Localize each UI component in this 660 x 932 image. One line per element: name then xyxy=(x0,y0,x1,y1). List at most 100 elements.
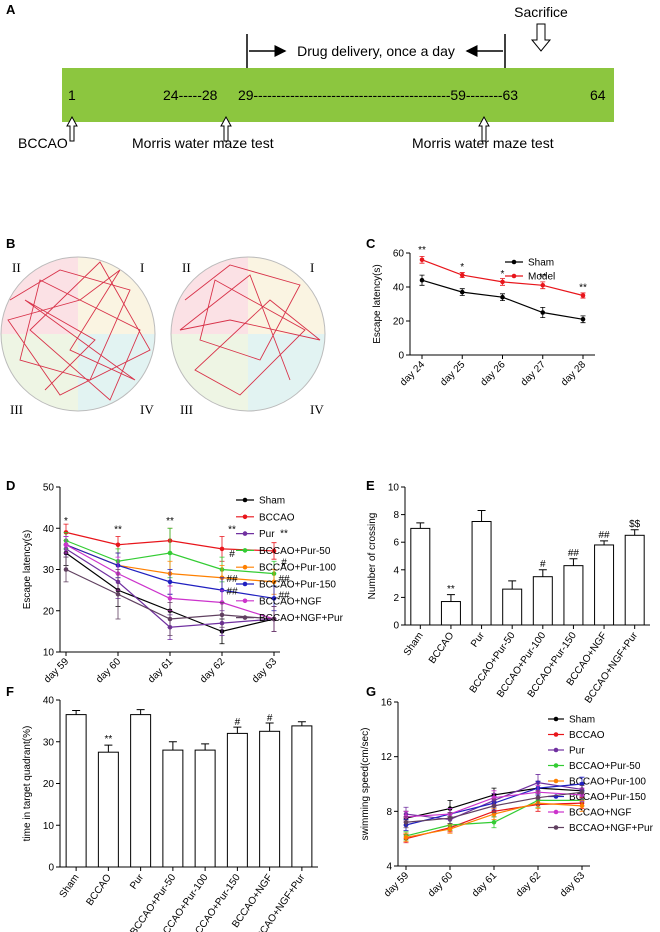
panel-label: D xyxy=(6,478,15,493)
bar xyxy=(502,588,523,626)
error-bar xyxy=(297,721,306,726)
annotation: ## xyxy=(278,574,290,585)
y-tick-label: 50 xyxy=(43,483,55,494)
marker xyxy=(419,277,425,283)
x-tick-label: day 62 xyxy=(514,870,543,899)
y-tick-label: 20 xyxy=(43,606,55,617)
legend-label: BCCAO+Pur-50 xyxy=(569,761,641,772)
y-tick-label: 0 xyxy=(398,351,404,362)
annotation: ** xyxy=(114,524,122,535)
annotation: # xyxy=(281,557,287,568)
x-tick-label: BCCAO+NGF+Pur xyxy=(583,630,641,706)
annotation: * xyxy=(64,516,68,527)
day-label: 64 xyxy=(590,87,606,103)
y-tick-label: 8 xyxy=(386,807,392,818)
marker xyxy=(115,542,121,548)
marker xyxy=(403,835,409,840)
annotation: ## xyxy=(278,590,290,601)
error-bar xyxy=(136,709,145,715)
legend-label: BCCAO xyxy=(259,512,295,523)
annotation: ** xyxy=(418,245,426,256)
x-tick-label: day 24 xyxy=(398,359,427,388)
marker xyxy=(63,542,69,548)
y-tick-label: 30 xyxy=(43,737,55,748)
marker xyxy=(63,567,69,572)
panel-label: F xyxy=(6,684,14,699)
x-tick-label: BCCAO xyxy=(84,872,114,908)
annotation: * xyxy=(460,262,464,273)
quadrant: IV xyxy=(140,402,154,417)
quadrant: III xyxy=(10,402,23,417)
marker xyxy=(167,616,173,622)
legend-label: BCCAO+Pur-50 xyxy=(259,546,331,557)
marker xyxy=(540,283,546,288)
legend-marker xyxy=(511,273,517,279)
x-tick-label: Sham xyxy=(58,872,82,900)
marker xyxy=(579,789,585,795)
y-tick-label: 20 xyxy=(43,779,55,790)
x-tick-label: day 60 xyxy=(94,656,123,685)
annotation: ## xyxy=(599,530,611,541)
bar xyxy=(291,725,313,868)
bar xyxy=(162,749,184,868)
bar xyxy=(194,749,216,868)
bar xyxy=(130,714,152,868)
error-bar xyxy=(201,743,210,751)
marker xyxy=(219,546,225,552)
legend-label: Model xyxy=(528,272,555,283)
x-tick-label: day 61 xyxy=(146,656,175,685)
bar xyxy=(563,565,584,626)
error-bar xyxy=(265,722,274,732)
panel-label: E xyxy=(366,478,375,493)
panel-label: C xyxy=(366,236,376,251)
annotation: ** xyxy=(228,524,236,535)
annotation: ** xyxy=(539,272,547,283)
y-tick-label: 2 xyxy=(393,593,399,604)
legend-marker xyxy=(242,514,248,520)
drug-delivery: Drug delivery, once a day xyxy=(297,43,455,59)
marker xyxy=(403,819,409,825)
legend-label: BCCAO+NGF xyxy=(259,596,322,607)
legend-marker xyxy=(242,581,248,587)
y-tick-label: 0 xyxy=(48,863,54,874)
up-arrow xyxy=(66,115,78,142)
legend-marker xyxy=(242,548,248,553)
x-tick-label: day 25 xyxy=(438,359,467,388)
marker xyxy=(500,279,505,285)
day-label: 1 xyxy=(68,87,76,103)
legend-label: BCCAO+Pur-100 xyxy=(569,777,646,788)
legend-label: Sham xyxy=(569,715,595,726)
y-tick-label: 40 xyxy=(43,696,55,707)
event-label: BCCAO xyxy=(18,135,68,151)
quadrant: III xyxy=(180,402,193,417)
legend-label: Pur xyxy=(569,746,585,757)
day-label: 24-----28 xyxy=(163,87,218,103)
y-axis-label: Number of crossing xyxy=(367,513,378,600)
error-bar xyxy=(446,594,455,602)
marker xyxy=(271,579,277,585)
down-arrow xyxy=(530,23,552,52)
annotation: ** xyxy=(579,282,587,293)
legend-label: Sham xyxy=(259,496,285,507)
y-tick-label: 12 xyxy=(381,752,393,763)
marker xyxy=(500,294,505,300)
marker xyxy=(219,612,225,618)
quadrant: II xyxy=(182,260,191,275)
legend-marker xyxy=(553,747,559,753)
bar xyxy=(97,751,119,868)
legend-marker xyxy=(553,825,559,830)
y-tick-label: 16 xyxy=(381,698,393,709)
y-tick-label: 10 xyxy=(43,648,55,659)
error-bar xyxy=(477,509,486,522)
marker xyxy=(419,257,425,263)
marker xyxy=(535,795,541,800)
x-tick-label: Pur xyxy=(469,630,487,650)
x-tick-label: day 61 xyxy=(470,870,499,899)
y-tick-label: 10 xyxy=(388,483,400,494)
legend-marker xyxy=(553,716,559,722)
annotation: ** xyxy=(166,516,174,527)
bar xyxy=(226,732,248,868)
legend-marker xyxy=(553,809,559,815)
bar xyxy=(594,544,615,626)
sacrifice: Sacrifice xyxy=(514,4,568,20)
